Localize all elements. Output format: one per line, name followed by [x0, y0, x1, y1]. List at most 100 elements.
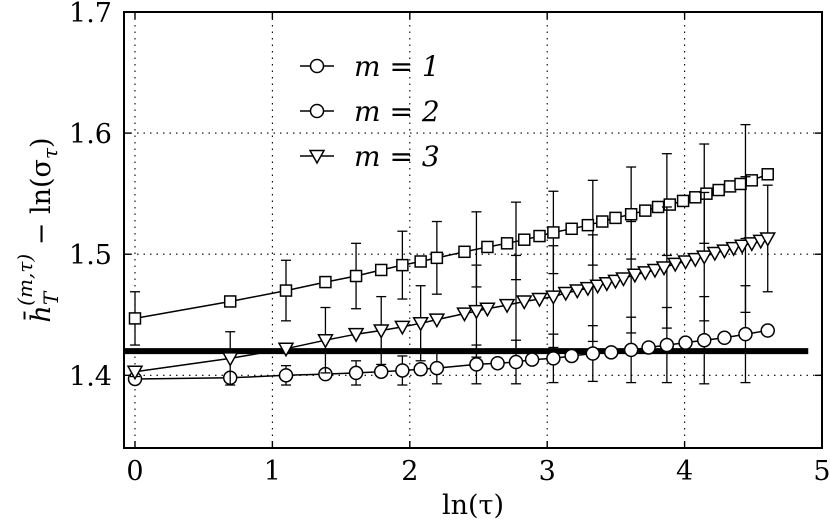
series-1: [127, 285, 775, 387]
data-point: [723, 180, 737, 193]
data-point: [603, 345, 619, 360]
data-point: [414, 255, 427, 268]
x-axis-label: ln(τ): [442, 490, 504, 521]
data-point: [598, 277, 616, 292]
data-point: [278, 368, 294, 383]
data-point: [565, 222, 578, 236]
x-tick-label: 2: [401, 456, 418, 487]
data-point: [428, 313, 446, 329]
legend-label: m = 3: [354, 140, 440, 173]
data-point: [277, 342, 295, 358]
legend-label: m = 2: [354, 95, 440, 128]
x-tick-label: 1: [264, 456, 281, 487]
data-point: [319, 275, 332, 289]
data-point: [395, 363, 410, 378]
data-point: [372, 324, 390, 340]
data-point: [481, 240, 494, 254]
data-point: [641, 340, 656, 355]
data-point: [725, 241, 742, 257]
data-point: [515, 295, 533, 310]
data-point: [596, 215, 609, 228]
data-point: [646, 263, 664, 279]
data-point: [626, 268, 644, 284]
y-tick-label: 1.5: [69, 240, 112, 271]
data-point: [524, 352, 540, 367]
data-point: [689, 191, 702, 204]
series-layer: [126, 123, 777, 387]
data-point: [700, 187, 713, 200]
data-point: [609, 211, 622, 225]
data-point: [518, 233, 531, 246]
data-point: [126, 365, 144, 381]
y-tick-label: 1.6: [69, 119, 112, 150]
data-point: [221, 352, 239, 367]
data-point: [412, 317, 429, 332]
y-tick-label: 1.7: [69, 0, 112, 29]
data-point: [374, 263, 388, 277]
data-point: [557, 286, 575, 302]
data-point: [456, 307, 473, 323]
data-point: [531, 292, 548, 308]
legend-marker: [309, 58, 325, 74]
data-point: [545, 290, 562, 306]
data-point: [317, 333, 334, 349]
data-point: [479, 302, 496, 318]
series-2: [128, 123, 774, 346]
data-point: [413, 362, 428, 377]
data-point: [696, 332, 712, 348]
data-point: [759, 232, 777, 248]
y-axis-label-sup: (m,τ): [13, 254, 37, 306]
data-point: [639, 204, 652, 217]
y-axis-label-rest-end: ): [26, 137, 57, 148]
data-point: [223, 295, 237, 308]
x-tick-label: 0: [126, 456, 143, 487]
data-point: [564, 348, 579, 364]
data-point: [666, 257, 684, 273]
data-point: [678, 335, 693, 350]
data-point: [637, 266, 654, 281]
data-point: [589, 279, 606, 295]
data-point: [676, 194, 690, 208]
data-point: [429, 360, 445, 376]
axes-frame: [123, 11, 823, 449]
grid-layer: [124, 12, 822, 448]
data-point: [716, 244, 733, 260]
legend: m = 1 m = 2 m = 3: [300, 50, 440, 173]
data-point: [712, 183, 725, 197]
data-point: [706, 246, 724, 262]
data-point: [490, 355, 505, 371]
data-point: [624, 208, 638, 221]
data-point: [396, 258, 409, 272]
y-axis-label-rest-sub: τ: [38, 147, 62, 159]
data-point: [348, 365, 364, 381]
data-point: [469, 357, 484, 372]
legend-label: m = 1: [354, 50, 440, 83]
data-point: [581, 218, 595, 232]
data-point: [623, 342, 639, 358]
data-point: [508, 354, 524, 370]
data-point: [279, 284, 293, 297]
tick-layer: 0 1 2 3 4 5 1.4 1.5 1.6 1.7: [69, 0, 830, 487]
y-axis-label-main: h̄: [22, 305, 57, 322]
data-point: [677, 255, 694, 271]
legend-marker: [309, 103, 325, 119]
data-point: [717, 330, 732, 346]
data-point: [663, 198, 677, 211]
legend-marker: [308, 149, 326, 165]
data-point: [687, 252, 704, 268]
data-point: [547, 226, 560, 239]
data-point: [128, 312, 142, 325]
data-point: [394, 320, 411, 336]
data-point: [468, 304, 485, 320]
data-point: [733, 239, 751, 255]
data-point: [659, 337, 675, 353]
data-point: [579, 281, 597, 297]
y-axis-label-sub: T: [39, 290, 63, 305]
x-tick-label: 5: [813, 456, 830, 487]
data-point: [373, 364, 389, 379]
y-axis-label: h̄T(m,τ) − ln(στ): [13, 137, 63, 322]
x-tick-label: 3: [539, 456, 556, 487]
data-point: [615, 272, 632, 287]
x-tick-label: 4: [676, 456, 693, 487]
data-point: [738, 326, 753, 342]
